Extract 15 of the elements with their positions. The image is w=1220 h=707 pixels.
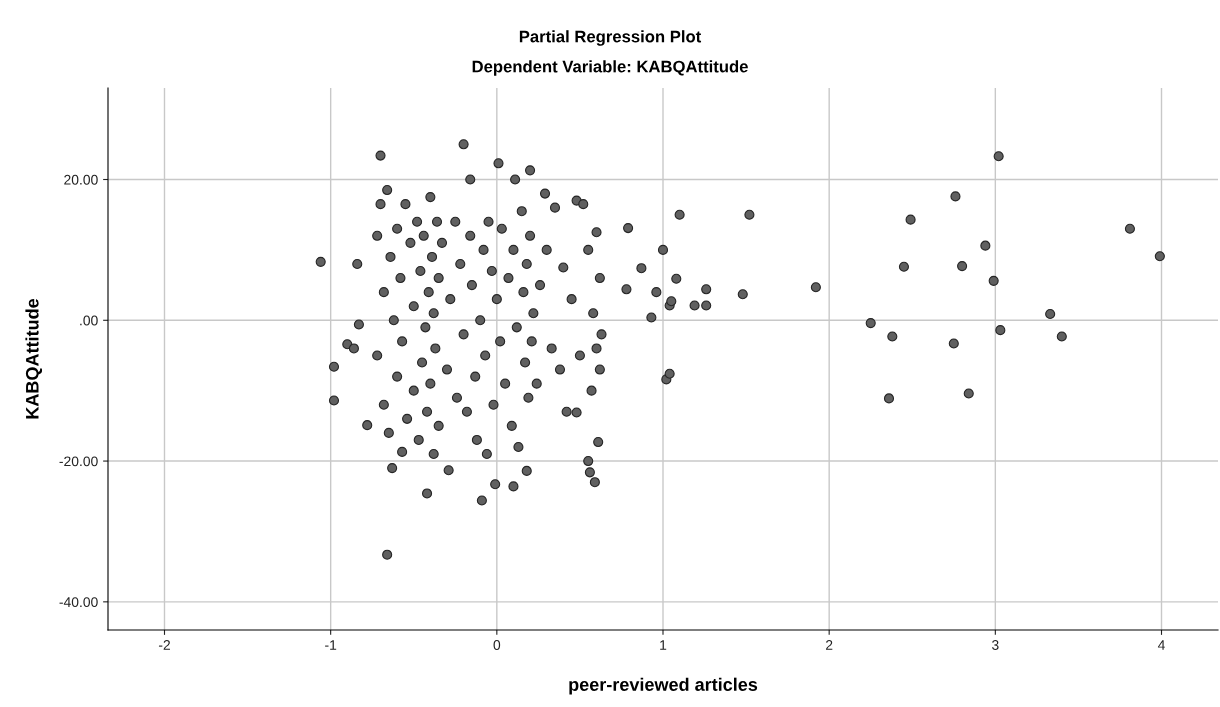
y-tick-label: -40.00 — [59, 597, 98, 608]
y-tick-label: 20.00 — [64, 174, 98, 185]
x-tick-label: 2 — [826, 640, 833, 650]
x-tick-label: -2 — [158, 640, 170, 650]
x-tick-label: -1 — [325, 640, 337, 650]
y-axis-title: KABQAttitude — [25, 298, 43, 419]
x-tick-label: 1 — [660, 640, 667, 650]
chart-title: Partial Regression Plot — [519, 30, 702, 46]
x-tick-label: 4 — [1157, 640, 1165, 650]
x-axis-title: peer-reviewed articles — [569, 677, 758, 695]
y-tick-label: .00 — [80, 315, 98, 326]
y-tick-label: -20.00 — [59, 456, 98, 467]
x-tick-label: 0 — [493, 640, 501, 650]
chart-subtitle: Dependent Variable: KABQAttitude — [472, 60, 748, 76]
x-tick-label: 3 — [992, 640, 999, 650]
